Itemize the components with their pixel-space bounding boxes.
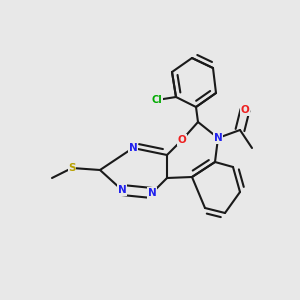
Text: N: N xyxy=(118,185,126,195)
Text: O: O xyxy=(241,105,249,115)
Text: S: S xyxy=(68,163,76,173)
Text: Cl: Cl xyxy=(152,95,162,105)
Text: N: N xyxy=(214,133,222,143)
Text: N: N xyxy=(148,188,156,198)
Text: N: N xyxy=(129,143,137,153)
Text: O: O xyxy=(178,135,186,145)
